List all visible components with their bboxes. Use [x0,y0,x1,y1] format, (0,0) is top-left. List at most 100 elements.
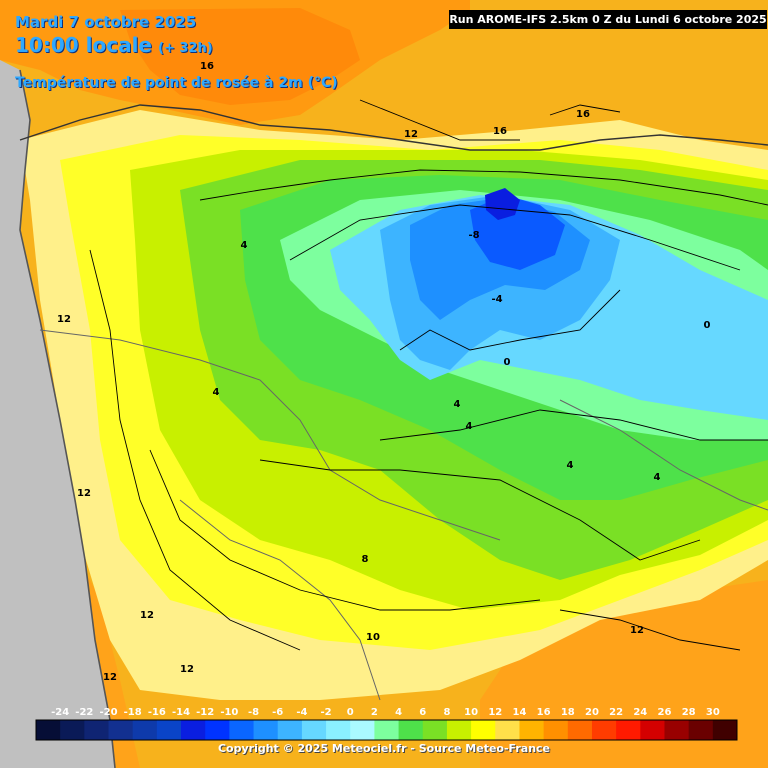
colorbar-tick-label: 20 [585,707,599,718]
colorbar-tick-label: -24 [51,707,69,718]
forecast-time: 10:00 locale (+ 32h) [15,33,213,57]
contour-label: 4 [213,387,220,398]
contour-line [559,609,741,651]
colorbar-tick-label: -22 [75,707,93,718]
colorbar-swatch [229,720,255,740]
colorbar-swatch [60,720,85,740]
contour-label: 4 [241,240,248,251]
colorbar-tick-label: 10 [464,707,478,718]
colorbar-swatch [567,720,593,740]
colorbar-swatch [277,720,303,740]
colorbar-swatch [326,720,351,740]
contour-label: 16 [493,126,507,137]
colorbar-swatch [519,720,545,740]
contour-label: 12 [57,314,71,325]
colorbar-swatch [664,720,690,740]
colorbar-tick-label: 4 [395,707,402,718]
contour-line [379,409,768,441]
sea-left [0,60,115,768]
contour-line [289,204,741,271]
colorbar-swatch [616,720,641,740]
colorbar-tick-label: -8 [248,707,259,718]
contour-line [549,104,621,116]
contour-line [149,449,541,611]
contour-label: 16 [200,61,214,72]
core-blue-zone [485,188,520,220]
colorbar-tick-label: -16 [148,707,166,718]
colorbar-swatch [36,720,61,740]
colorbar-swatch [712,720,738,740]
colorbar-swatch [132,720,158,740]
colorbar-tick-label: -20 [99,707,117,718]
orange-zone-bay [120,8,360,105]
colorbar-swatch [398,720,424,740]
colorbar-swatch [205,720,230,740]
colorbar-tick-label: 28 [682,707,696,718]
contour-label: 0 [504,357,511,368]
contour-label: 4 [466,421,473,432]
copyright-text: Copyright © 2025 Meteociel.fr - Source M… [217,742,551,755]
colorbar-tick-label: 22 [609,707,623,718]
border-line [179,499,381,701]
contour-line [259,459,701,561]
forecast-time-text: 10:00 locale [15,33,152,57]
contour-label: 12 [103,672,117,683]
colorbar-tick-label: 16 [537,707,551,718]
contour-label: 0 [704,320,711,331]
colorbar-tick-label: -14 [172,707,190,718]
colorbar-swatch [591,720,617,740]
contour-label: 12 [404,129,418,140]
coastline [19,69,116,768]
colorbar-frame [35,719,738,741]
colorbar-swatch [446,720,472,740]
colorbar-tick-label: -2 [321,707,332,718]
colorbar-swatch [543,720,569,740]
contour-line [399,289,621,351]
contour-line [359,99,520,141]
colorbar-tick-label: 30 [706,707,720,718]
field-title: Température de point de rosée à 2m (°C) [15,75,338,91]
contour-label: 12 [180,664,194,675]
colorbar-tick-label: 6 [419,707,426,718]
colorbar-swatch [495,720,520,740]
colorbar-tick-label: 18 [561,707,575,718]
colorbar-swatch [422,720,448,740]
colorbar-tick-label: 26 [658,707,672,718]
colorbar-tick-label: 12 [488,707,502,718]
colorbar-tick-label: 24 [633,707,647,718]
forecast-date: Mardi 7 octobre 2025 [15,13,197,31]
contour-line [89,249,301,651]
contour-label: -4 [491,294,502,305]
colorbar-tick-label: -18 [124,707,142,718]
colorbar-tick-label: -12 [196,707,214,718]
contour-label: -8 [468,230,479,241]
colorbar: -24 -22 -20 -18 -16 -14 -12 -10 -8 -6 -4 -2 0 2 4 6 8 10 1… [35,707,738,741]
colorbar-tick-label: -4 [296,707,307,718]
contour-label: 10 [366,632,380,643]
colorbar-tick-label: 0 [347,707,354,718]
colorbar-swatch [84,720,110,740]
colorbar-swatch [253,720,279,740]
contour-label: 12 [630,625,644,636]
contour-label: 16 [576,109,590,120]
colorbar-swatch [181,720,206,740]
colorbar-swatch [350,720,375,740]
colorbar-tick-label: 2 [371,707,378,718]
contour-label: 4 [567,460,574,471]
forecast-lead-time: (+ 32h) [158,41,213,56]
border-line [559,399,768,511]
run-info-box: Run AROME-IFS 2.5km 0 Z du Lundi 6 octob… [449,10,767,29]
colorbar-swatch [471,720,496,740]
colorbar-swatch [108,720,134,740]
north-coast [19,104,768,151]
colorbar-tick-label: -10 [220,707,238,718]
border-line [39,329,501,541]
colorbar-swatch [374,720,400,740]
colorbar-swatch [640,720,665,740]
contour-label: 4 [654,472,661,483]
colorbar-tick-label: 14 [512,707,526,718]
colorbar-swatch [301,720,327,740]
